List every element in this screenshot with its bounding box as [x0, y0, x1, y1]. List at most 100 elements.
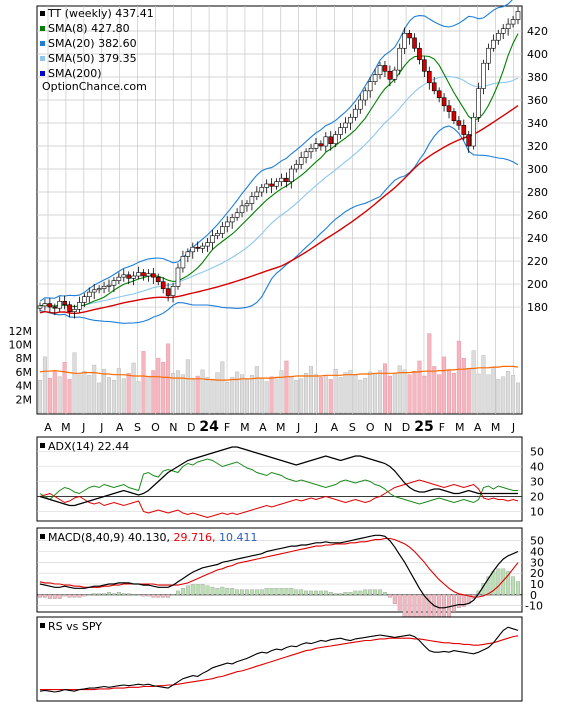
- macd-histogram-bar: [363, 589, 368, 595]
- macd-histogram-bar: [151, 594, 156, 598]
- legend-swatch: [40, 26, 45, 31]
- adx-panel: 10 20 30 40 50 ADX(14) 22.44: [36, 436, 544, 522]
- volume-bar: [136, 381, 141, 414]
- volume-bar: [57, 376, 62, 414]
- volume-bar: [382, 363, 387, 414]
- volume-bar: [72, 352, 77, 414]
- month-label: A: [474, 421, 482, 434]
- macd-histogram-bar: [205, 585, 210, 595]
- price-y-tick: 320: [527, 140, 548, 153]
- month-label: O: [366, 421, 375, 434]
- volume-bar: [289, 375, 294, 414]
- candle-body: [397, 47, 403, 71]
- volume-bar: [392, 373, 397, 414]
- month-label: D: [187, 421, 195, 434]
- candle-body: [387, 70, 393, 80]
- candle-body: [451, 111, 457, 122]
- macd-legend: MACD(8,40,9) 40.130, 29.716, 10.411: [40, 531, 258, 544]
- candle-body: [239, 205, 245, 214]
- volume-bar: [97, 382, 102, 414]
- candle-body: [318, 143, 324, 147]
- volume-bar: [437, 374, 442, 414]
- macd-histogram-bar: [195, 584, 200, 595]
- macd-lines: [39, 534, 519, 609]
- volume-bar: [111, 379, 116, 414]
- month-label: J: [314, 421, 318, 434]
- macd-y-tick: 50: [530, 535, 544, 548]
- price-y-tick-labels: 180 200 220 240 260 280 300 320 340 360 380 400 420: [527, 25, 548, 314]
- candle-body: [500, 28, 506, 34]
- volume-bar: [82, 371, 87, 414]
- volume-bar: [141, 351, 146, 414]
- adx-y-tick: 20: [530, 491, 544, 504]
- volume-bar: [496, 379, 501, 414]
- macd-histogram-bar: [97, 593, 102, 595]
- candle-body: [116, 276, 122, 281]
- price-y-tick: 340: [527, 117, 548, 130]
- macd-histogram-bar: [294, 589, 299, 595]
- adx-y-tick: 10: [530, 506, 544, 519]
- candle-body: [358, 99, 363, 110]
- candle-body: [141, 272, 146, 277]
- macd-histogram-bar: [373, 589, 378, 595]
- month-label: S: [349, 421, 356, 434]
- macd-histogram-bar: [392, 594, 397, 605]
- rs-legend: RS vs SPY: [40, 620, 102, 633]
- macd-histogram-bar: [318, 590, 323, 595]
- candle-body: [180, 256, 186, 269]
- candle-body: [348, 116, 353, 124]
- macd-histogram-bar: [171, 594, 176, 596]
- macd-signal-line: [39, 537, 519, 598]
- price-panel-frame: [36, 5, 523, 415]
- candle-body: [377, 65, 383, 76]
- volume-bar: [353, 375, 358, 414]
- adx-lines: [39, 446, 519, 519]
- candle-body: [249, 196, 255, 204]
- macd-histogram-bar: [235, 589, 240, 595]
- volume-bar: [417, 360, 422, 414]
- macd-histogram-bar: [447, 594, 451, 618]
- candle-body: [426, 70, 432, 84]
- macd-histogram-bar: [314, 590, 318, 595]
- volume-bar: [486, 374, 491, 414]
- candle-body: [200, 245, 205, 249]
- adx-legend: ADX(14) 22.44: [40, 440, 129, 453]
- month-label: M: [455, 421, 465, 434]
- macd-histogram-bar: [126, 593, 131, 595]
- volume-bar: [38, 379, 43, 414]
- adx-y-tick: 40: [530, 461, 544, 474]
- volume-bar: [116, 368, 121, 414]
- volume-bar: [378, 370, 383, 414]
- volume-bar: [151, 370, 156, 414]
- candle-body: [362, 90, 368, 101]
- macd-histogram-bar: [274, 588, 279, 595]
- volume-bar: [225, 381, 230, 414]
- volume-bar: [200, 369, 205, 414]
- macd-histogram-bar: [501, 568, 506, 595]
- macd-histogram-bar: [456, 594, 461, 608]
- candle-body: [436, 90, 442, 99]
- month-label: M: [491, 421, 501, 434]
- volume-bar: [358, 379, 363, 414]
- macd-histogram-bar: [506, 571, 511, 595]
- candle-body: [254, 191, 260, 197]
- macd-histogram-bar: [62, 594, 67, 597]
- macd-histogram-bar: [343, 592, 348, 595]
- volume-bar: [87, 375, 92, 414]
- moving-average-lines: [39, 0, 519, 324]
- adx-y-tick: 30: [530, 476, 544, 489]
- candle-body: [42, 303, 48, 307]
- volume-bar: [343, 372, 348, 414]
- volume-bar: [294, 379, 299, 414]
- macd-histogram-bar: [67, 594, 72, 598]
- volume-bar: [195, 375, 200, 414]
- volume-bar: [328, 379, 333, 414]
- macd-histogram-bar: [121, 593, 126, 595]
- volume-bar: [466, 368, 471, 414]
- volume-bar: [121, 378, 126, 414]
- macd-histogram-bar: [82, 594, 87, 597]
- macd-histogram-bar: [353, 590, 358, 595]
- volume-bar: [62, 362, 67, 414]
